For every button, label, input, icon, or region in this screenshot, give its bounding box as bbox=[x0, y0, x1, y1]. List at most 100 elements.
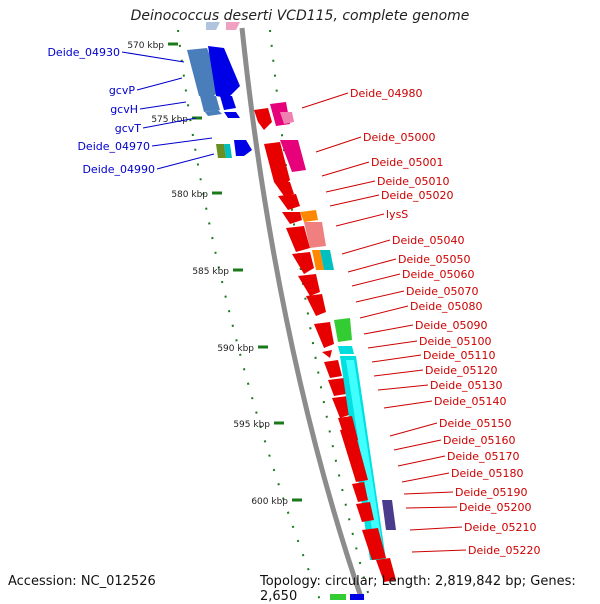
gene-block bbox=[334, 318, 352, 342]
right-gene-label: Deide_04980 bbox=[350, 87, 423, 100]
gene-arrow bbox=[356, 502, 374, 522]
gene-arrow bbox=[208, 46, 240, 98]
right-gene-label: Deide_05070 bbox=[406, 285, 479, 298]
label-leader bbox=[397, 455, 446, 467]
right-gene-label: Deide_05180 bbox=[451, 467, 524, 480]
label-leader bbox=[351, 273, 401, 287]
label-leader bbox=[355, 290, 405, 303]
gene-arrow bbox=[362, 528, 386, 560]
label-leader bbox=[139, 101, 187, 110]
gene-block bbox=[346, 360, 384, 556]
right-gene-label: Deide_05040 bbox=[392, 234, 465, 247]
gene-block bbox=[280, 140, 306, 172]
right-gene-label: Deide_05060 bbox=[402, 268, 475, 281]
right-gene-label: Deide_05050 bbox=[398, 253, 471, 266]
label-leader bbox=[401, 472, 450, 483]
gene-block bbox=[216, 144, 226, 158]
right-gene-label: Deide_05090 bbox=[415, 319, 488, 332]
right-gene-label: Deide_05150 bbox=[439, 417, 512, 430]
label-leader bbox=[136, 77, 183, 91]
gene-arrow bbox=[322, 350, 332, 358]
right-gene-labels: Deide_04980 Deide_05000 Deide_05001 Deide_0… bbox=[301, 87, 541, 557]
gene-arrow bbox=[224, 112, 240, 118]
scale-ticks: 570 kbp 575 kbp 580 kbp 585 kbp 590 kbp 595 k… bbox=[127, 41, 302, 507]
left-gene-label: gcvH bbox=[110, 103, 138, 116]
left-strand-features bbox=[187, 46, 252, 158]
left-gene-label: Deide_04970 bbox=[77, 140, 150, 153]
genome-title: Deinococcus deserti VCD115, complete gen… bbox=[130, 8, 470, 24]
gene-block bbox=[280, 112, 294, 124]
label-leader bbox=[389, 422, 438, 437]
scale-tick-label: 570 kbp bbox=[127, 41, 164, 51]
label-leader bbox=[359, 305, 409, 319]
right-gene-label: Deide_05110 bbox=[423, 349, 496, 362]
gene-arrow bbox=[324, 360, 342, 378]
label-leader bbox=[393, 439, 442, 451]
gene-block bbox=[187, 48, 222, 96]
label-leader bbox=[321, 161, 370, 177]
gene-arrow bbox=[328, 378, 346, 396]
right-gene-label: Deide_05210 bbox=[464, 521, 537, 534]
scale-tick-label: 600 kbp bbox=[251, 497, 288, 507]
right-gene-label: Deide_05140 bbox=[434, 395, 507, 408]
label-leader bbox=[373, 369, 424, 377]
gene-arrow bbox=[286, 226, 310, 252]
right-gene-label: Deide_05220 bbox=[468, 544, 541, 557]
label-leader bbox=[325, 180, 376, 193]
gene-block bbox=[206, 22, 220, 30]
right-gene-label: Deide_05130 bbox=[430, 379, 503, 392]
gene-arrow bbox=[264, 142, 290, 188]
gene-block bbox=[200, 96, 220, 112]
label-leader bbox=[403, 491, 454, 495]
label-leader bbox=[329, 194, 380, 207]
gene-arrow bbox=[254, 108, 272, 130]
label-leader bbox=[301, 92, 349, 109]
right-gene-label: lysS bbox=[386, 208, 408, 221]
gene-block bbox=[338, 346, 354, 354]
gene-block bbox=[300, 210, 318, 222]
label-leader bbox=[315, 136, 362, 153]
gene-block bbox=[304, 222, 326, 248]
scale-tick-label: 585 kbp bbox=[192, 267, 229, 277]
scale-tick-label: 590 kbp bbox=[217, 344, 254, 354]
gene-block bbox=[205, 110, 222, 116]
genome-backbone bbox=[239, 27, 365, 600]
gene-arrow bbox=[234, 140, 252, 156]
gene-arrow bbox=[314, 322, 334, 348]
right-gene-label: Deide_05170 bbox=[447, 450, 520, 463]
scale-tick-label: 575 kbp bbox=[151, 115, 188, 125]
gene-block bbox=[320, 250, 334, 270]
label-leader bbox=[156, 153, 215, 170]
gene-arrow bbox=[292, 252, 314, 274]
right-gene-label: Deide_05200 bbox=[459, 501, 532, 514]
right-gene-label: Deide_05010 bbox=[377, 175, 450, 188]
right-gene-label: Deide_05020 bbox=[381, 189, 454, 202]
left-gene-label: Deide_04930 bbox=[47, 46, 120, 59]
label-leader bbox=[367, 340, 418, 349]
right-gene-label: Deide_05000 bbox=[363, 131, 436, 144]
label-leader bbox=[377, 384, 429, 391]
right-gene-label: Deide_05100 bbox=[419, 335, 492, 348]
label-leader bbox=[151, 137, 213, 147]
label-leader bbox=[405, 506, 458, 509]
gene-arrow bbox=[298, 274, 320, 296]
gene-block bbox=[350, 594, 364, 600]
label-leader bbox=[121, 51, 185, 63]
scale-tick-label: 595 kbp bbox=[233, 420, 270, 430]
label-leader bbox=[347, 258, 397, 273]
gene-arrow bbox=[220, 96, 236, 110]
label-leader bbox=[335, 213, 385, 227]
scale-tick-label: 580 kbp bbox=[171, 190, 208, 200]
gene-arrow bbox=[352, 482, 368, 502]
gene-arrow bbox=[306, 294, 326, 316]
right-strand-features bbox=[206, 22, 396, 600]
map-drawing bbox=[177, 22, 396, 600]
label-leader bbox=[409, 526, 463, 531]
gene-block bbox=[226, 22, 240, 30]
label-leader bbox=[371, 354, 422, 363]
label-leader bbox=[411, 549, 467, 553]
ruler-arc bbox=[177, 29, 321, 600]
gene-arrow bbox=[274, 182, 294, 196]
gene-arrow bbox=[282, 212, 302, 224]
